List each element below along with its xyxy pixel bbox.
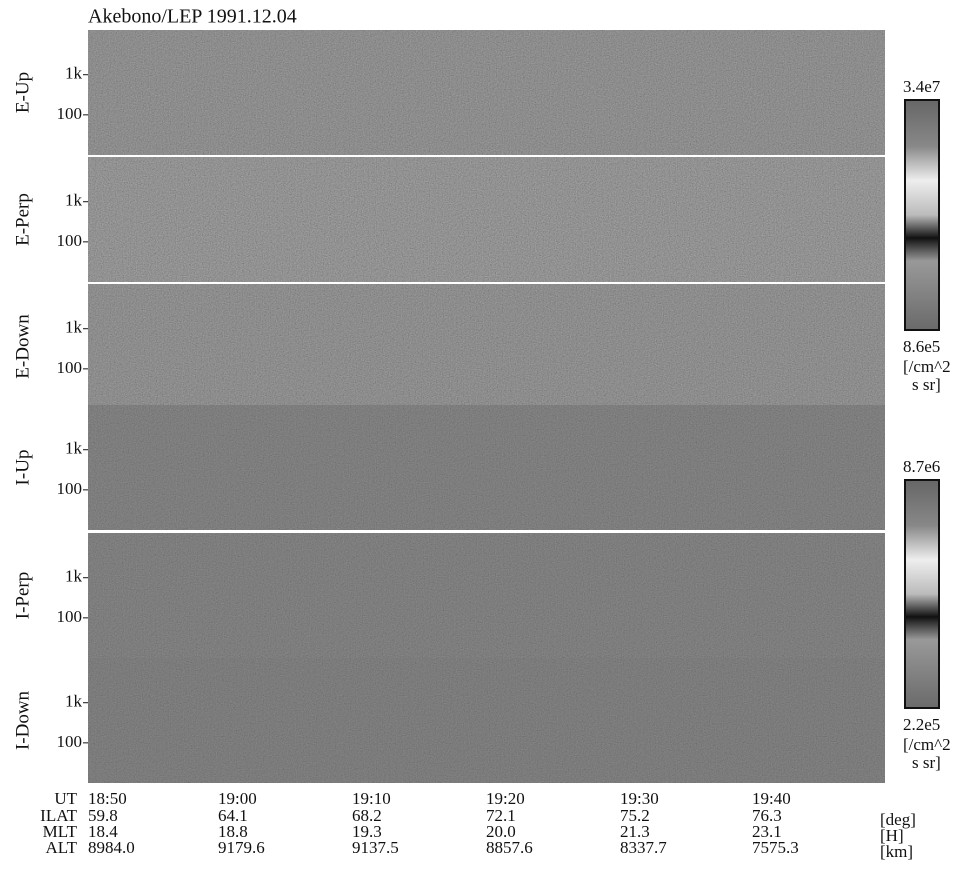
row-value: 19:10: [352, 789, 391, 808]
spectrogram-texture: [88, 658, 885, 783]
row-value: 23.1: [752, 822, 782, 841]
y-tick-label: 1k: [65, 439, 83, 458]
row-value: 68.2: [352, 806, 382, 825]
spectrogram-texture: [88, 405, 885, 530]
row-value: 76.3: [752, 806, 782, 825]
y-tick-label: 1k: [65, 692, 83, 711]
row-value: 18.4: [88, 822, 118, 841]
colorbar-unit: s sr]: [912, 753, 941, 772]
colorbar: [904, 99, 940, 331]
row-value: 20.0: [486, 822, 516, 841]
row-value: 64.1: [218, 806, 248, 825]
row-name: UT: [54, 789, 77, 808]
row-value: 19:20: [486, 789, 525, 808]
row-value: 18.8: [218, 822, 248, 841]
panel-label: E-Down: [12, 314, 33, 379]
panel-label: E-Up: [12, 72, 33, 113]
panel-label: I-Up: [12, 450, 33, 486]
row-value: 75.2: [620, 806, 650, 825]
colorbar-unit: s sr]: [912, 375, 941, 394]
row-value: 8857.6: [486, 838, 533, 857]
colorbar-max: 8.7e6: [903, 457, 940, 476]
colorbar-min: 2.2e5: [903, 715, 940, 734]
row-name: MLT: [43, 822, 78, 841]
row-value: 8984.0: [88, 838, 135, 857]
row-unit: [km]: [880, 842, 913, 861]
row-name: ALT: [46, 838, 78, 857]
colorbar-unit: [/cm^2: [903, 357, 951, 376]
y-tick-label: 100: [57, 479, 83, 498]
row-value: 72.1: [486, 806, 516, 825]
row-value: 9179.6: [218, 838, 265, 857]
panel-label: I-Down: [12, 690, 33, 750]
spectrogram-texture: [88, 30, 885, 155]
y-tick-label: 1k: [65, 64, 83, 83]
row-value: 19.3: [352, 822, 382, 841]
row-value: 7575.3: [752, 838, 799, 857]
row-value: 19:30: [620, 789, 659, 808]
panel-label: I-Perp: [12, 572, 33, 619]
colorbar-min: 8.6e5: [903, 337, 940, 356]
panel-label: E-Perp: [12, 193, 33, 246]
spectrogram-texture: [88, 157, 885, 282]
row-value: 8337.7: [620, 838, 667, 857]
spectrogram-texture: [88, 533, 885, 658]
y-tick-label: 1k: [65, 191, 83, 210]
row-value: 19:40: [752, 789, 791, 808]
y-tick-label: 100: [57, 732, 83, 751]
y-tick-label: 100: [57, 358, 83, 377]
y-tick-label: 1k: [65, 318, 83, 337]
row-value: 21.3: [620, 822, 650, 841]
spectrogram-texture: [88, 284, 885, 409]
row-unit: [H]: [880, 826, 904, 845]
y-tick-label: 100: [57, 607, 83, 626]
colorbar: [904, 479, 940, 709]
y-tick-label: 100: [57, 104, 83, 123]
row-value: 9137.5: [352, 838, 399, 857]
colorbar-max: 3.4e7: [903, 77, 941, 96]
y-tick-label: 1k: [65, 567, 83, 586]
row-value: 18:50: [88, 789, 127, 808]
row-name: ILAT: [40, 806, 77, 825]
row-value: 59.8: [88, 806, 118, 825]
colorbar-unit: [/cm^2: [903, 735, 951, 754]
chart-title: Akebono/LEP 1991.12.04: [88, 6, 297, 28]
y-tick-label: 100: [57, 231, 83, 250]
row-unit: [deg]: [880, 810, 916, 829]
row-value: 19:00: [218, 789, 257, 808]
